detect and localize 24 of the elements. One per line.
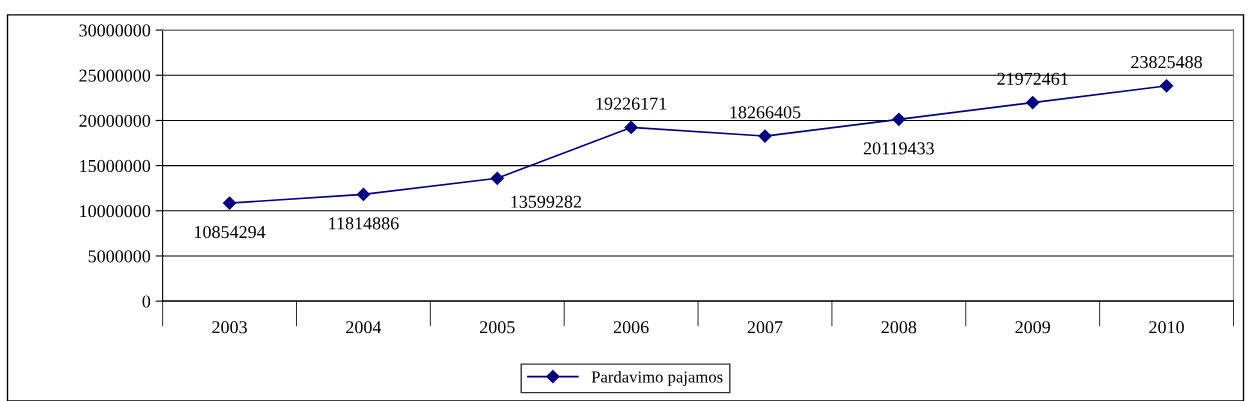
- y-tick-label: 30000000: [79, 24, 151, 37]
- data-label: 13599282: [511, 195, 581, 208]
- data-label: 21972461: [997, 72, 1068, 85]
- data-label: 18266405: [730, 106, 801, 119]
- y-tick-label: 20000000: [79, 114, 151, 127]
- data-label: 11814886: [329, 217, 399, 230]
- x-tick-label: 2010: [1149, 321, 1184, 334]
- y-tick-label: 10000000: [80, 205, 151, 218]
- y-tick-label: 25000000: [79, 69, 151, 82]
- legend-label: Pardavimo pajamos: [591, 370, 723, 386]
- x-tick-label: 2003: [212, 321, 247, 334]
- x-tick-label: 2009: [1015, 321, 1051, 334]
- y-tick-label: 15000000: [80, 159, 151, 173]
- data-label: 20119433: [863, 142, 934, 155]
- y-tick-label: 5000000: [88, 250, 151, 263]
- x-tick-label: 2007: [747, 321, 783, 334]
- data-label: 19226171: [596, 97, 667, 110]
- x-tick-label: 2008: [881, 321, 917, 334]
- y-tick-label: 0: [142, 295, 151, 308]
- x-tick-label: 2004: [346, 321, 382, 334]
- data-label: 10854294: [195, 225, 266, 239]
- data-label: 23825488: [1131, 55, 1202, 69]
- x-tick-label: 2006: [613, 321, 649, 334]
- x-tick-label: 2005: [480, 321, 515, 334]
